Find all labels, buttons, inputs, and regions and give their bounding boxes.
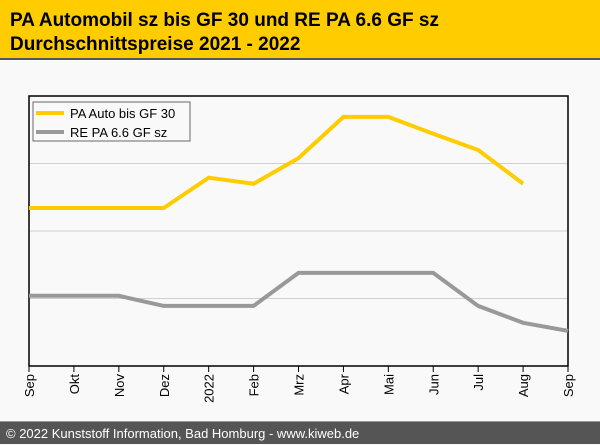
copyright-footer: © 2022 Kunststoff Information, Bad Hombu… xyxy=(0,421,600,444)
legend-box xyxy=(32,101,191,142)
x-tick-label: Nov xyxy=(112,374,127,398)
x-tick-label: 2022 xyxy=(202,374,217,403)
legend-label: RE PA 6.6 GF sz xyxy=(70,125,167,140)
x-tick-label: Sep xyxy=(561,374,576,397)
series-line-re-pa66 xyxy=(29,270,569,333)
x-tick-label: Dez xyxy=(157,374,172,397)
legend-label: PA Auto bis GF 30 xyxy=(70,106,175,121)
x-tick-label: Sep xyxy=(22,374,37,397)
chart-title-line1: PA Automobil sz bis GF 30 und RE PA 6.6 … xyxy=(10,10,439,31)
series-line-pa-auto xyxy=(29,114,525,211)
x-tick-label: Okt xyxy=(67,374,82,395)
line-chart: Sep Okt Nov Dez 2022 Feb Mrz Apr Mai Jun Jul Aug Sep… xyxy=(22,95,576,403)
x-tick-label: Mrz xyxy=(292,374,307,396)
x-tick-label: Apr xyxy=(336,373,351,394)
legend: PA Auto bis GF 30 RE PA 6.6 GF sz xyxy=(32,101,191,142)
x-tick-label: Aug xyxy=(516,374,531,397)
x-tick-label: Jul xyxy=(471,374,486,391)
x-tick-label: Jun xyxy=(426,374,441,395)
x-tick-label: Mai xyxy=(381,374,396,395)
chart-title-line2: Durchschnittspreise 2021 - 2022 xyxy=(10,34,301,55)
chart-header: PA Automobil sz bis GF 30 und RE PA 6.6 … xyxy=(0,0,600,60)
x-tick-label: Feb xyxy=(247,374,262,396)
